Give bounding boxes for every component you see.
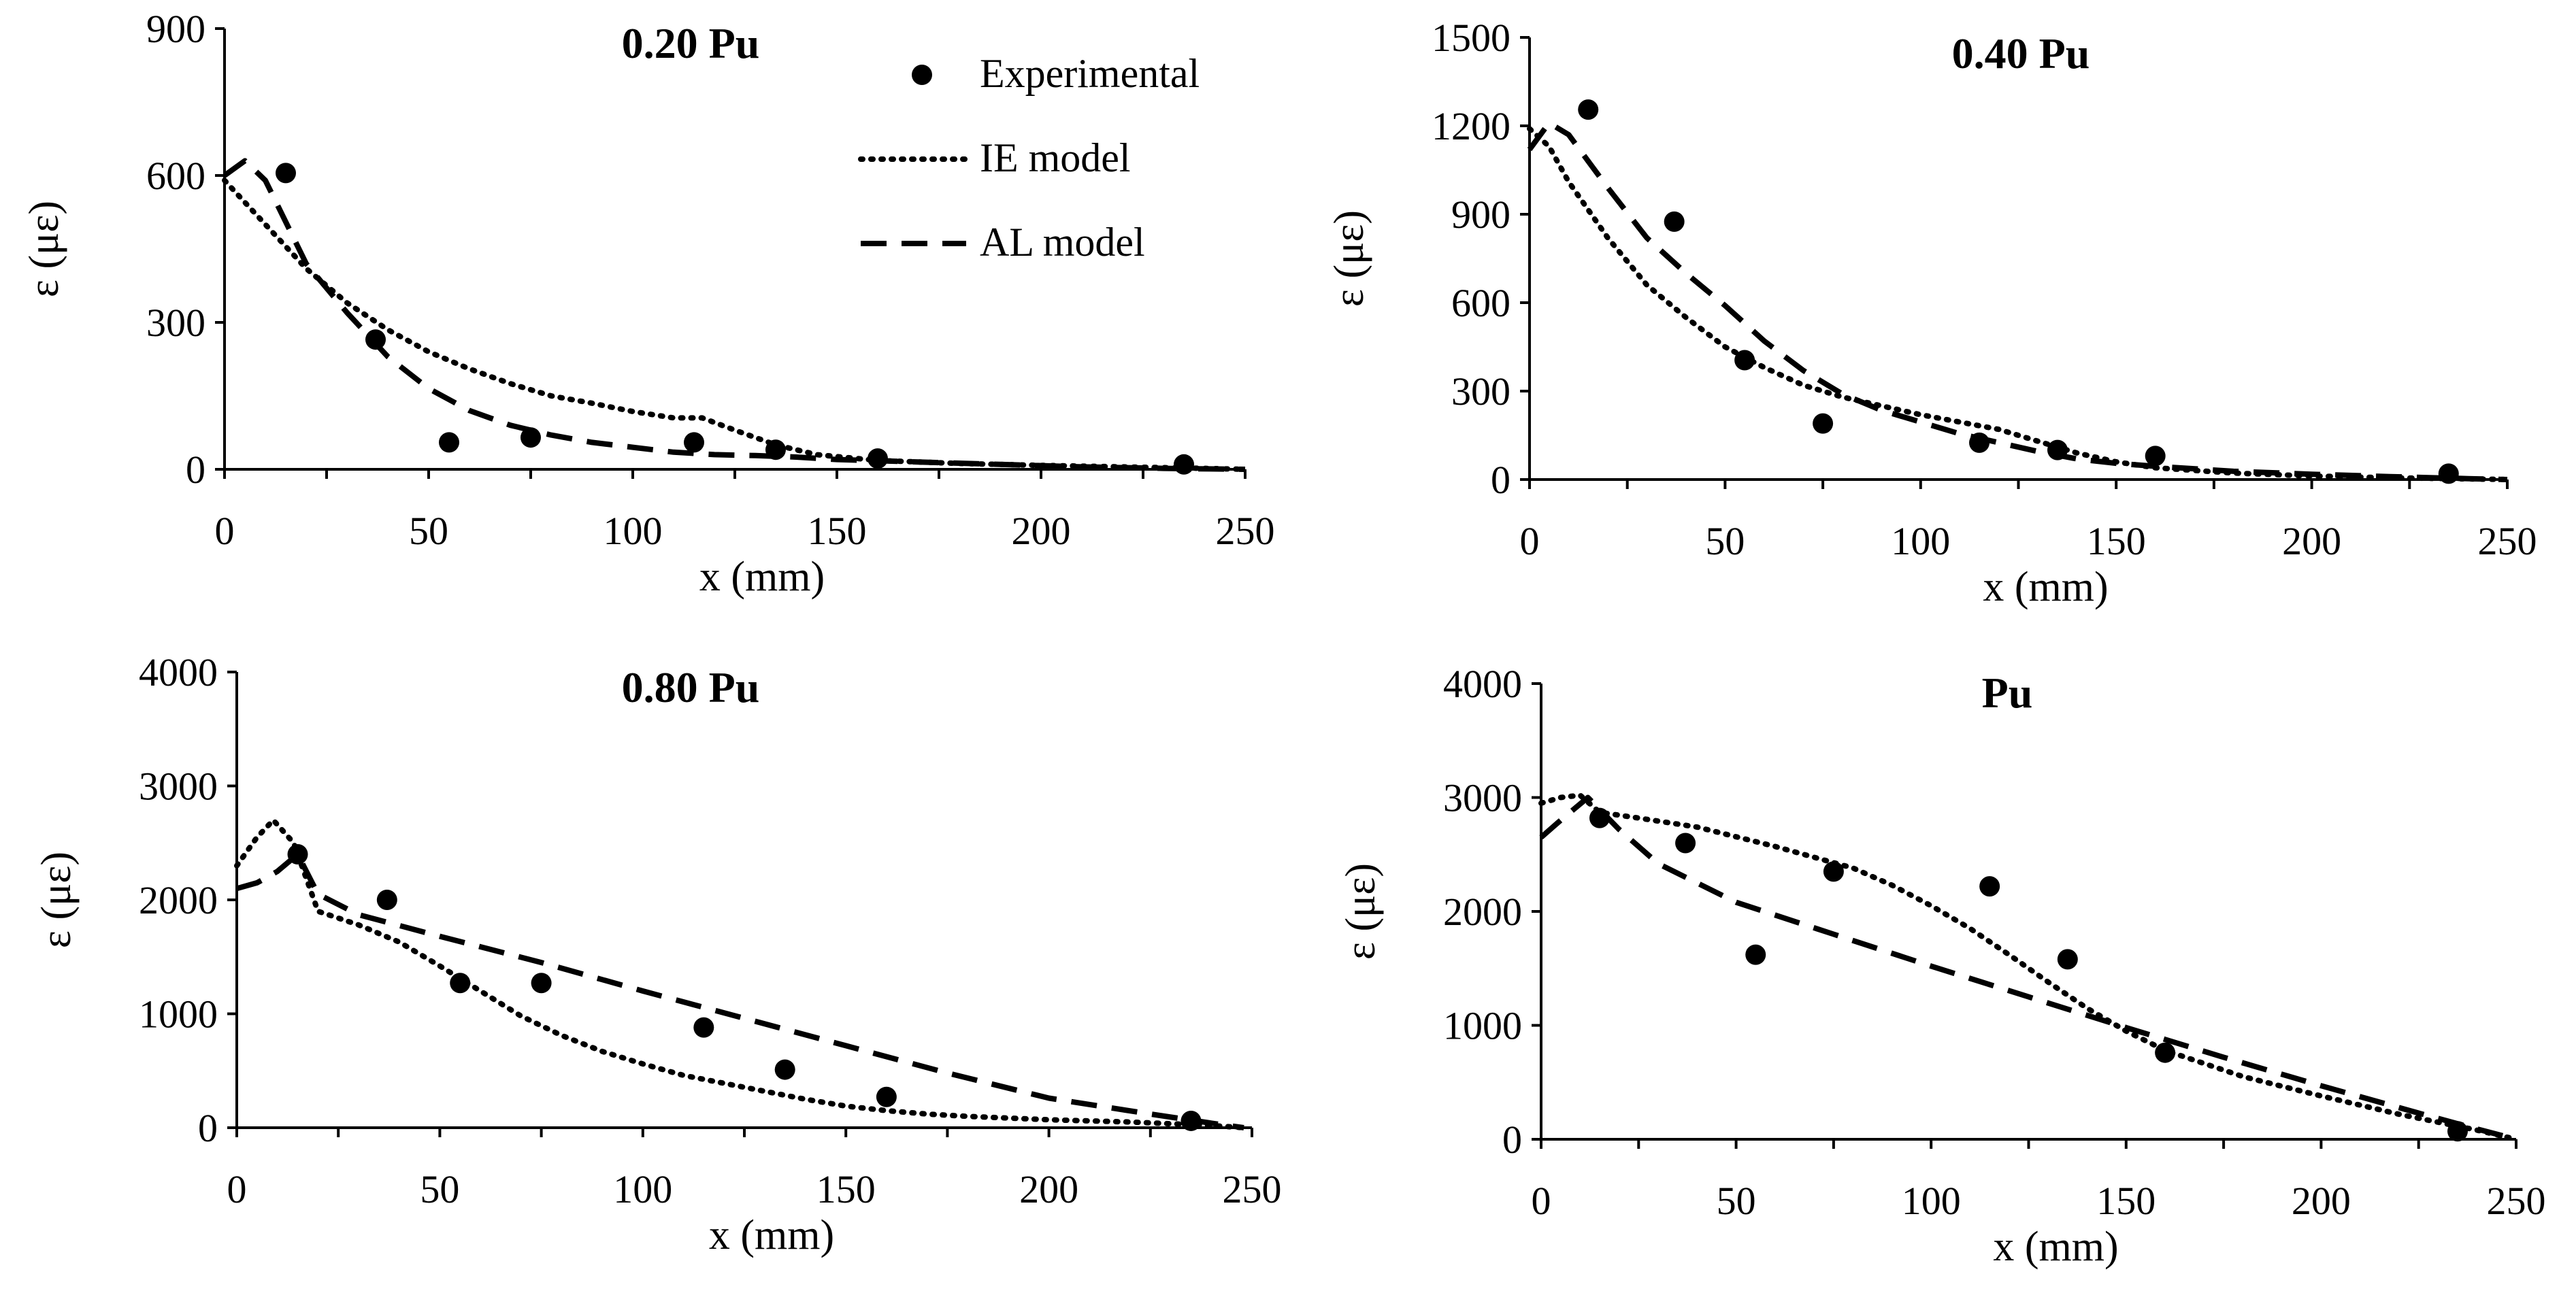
data-point	[1174, 454, 1194, 475]
y-tick-label: 600	[1451, 281, 1510, 325]
ie-model-line	[234, 817, 1247, 1130]
y-tick-label: 2000	[1443, 890, 1522, 934]
ie-model-line	[1538, 792, 2519, 1142]
chart-panel-2: 0 300 600 900 1200 1500 0 50 100 150 200 250 x (mm) ε…	[1326, 16, 2537, 610]
chart-title: 0.80 Pu	[622, 663, 760, 711]
y-tick-label: 600	[146, 154, 205, 198]
x-tick-label: 250	[2478, 519, 2537, 563]
x-tick-label: 150	[816, 1167, 876, 1211]
chart-panel-1: 0 300 600 900 0 50 100 150 200 250 x (mm) ε (με) 0.2…	[21, 7, 1275, 600]
x-tick-label: 200	[1019, 1167, 1078, 1211]
x-tick-label: 250	[1216, 509, 1275, 553]
y-tick-label: 1500	[1432, 16, 1510, 60]
x-tick-label: 150	[2096, 1179, 2156, 1223]
x-tick-label: 250	[2487, 1179, 2546, 1223]
y-tick-label: 3000	[139, 765, 218, 809]
x-tick-label: 50	[420, 1167, 459, 1211]
data-point	[1578, 99, 1599, 120]
x-tick-label: 100	[604, 509, 663, 553]
x-tick-label: 150	[808, 509, 867, 553]
legend: Experimental IE model AL model	[858, 51, 1200, 265]
x-tick-label: 0	[1532, 1179, 1551, 1223]
x-tick-label: 200	[2292, 1179, 2351, 1223]
y-tick-label: 0	[1502, 1118, 1522, 1162]
y-tick-label: 1000	[139, 992, 218, 1037]
y-tick-label: 4000	[139, 650, 218, 694]
y-tick-label: 300	[1451, 369, 1510, 414]
al-model-line	[1539, 794, 2517, 1142]
y-axis-label: ε (με)	[33, 852, 80, 948]
x-tick-label: 50	[409, 509, 448, 553]
data-point	[1734, 350, 1755, 371]
data-point	[684, 432, 704, 453]
x-tick-label: 100	[613, 1167, 672, 1211]
data-point	[376, 890, 397, 910]
data-point	[439, 432, 459, 453]
x-axis-label: x (mm)	[709, 1212, 834, 1258]
chart-panel-3: 0 1000 2000 3000 4000 0 50 100 150 200 250 x (mm) ε …	[33, 650, 1282, 1258]
x-tick-label: 0	[227, 1167, 247, 1211]
data-point	[876, 1086, 897, 1107]
y-tick-label: 2000	[139, 878, 218, 922]
data-point	[1664, 211, 1685, 232]
x-tick-label: 200	[1012, 509, 1071, 553]
chart-title: 0.40 Pu	[1952, 29, 2090, 78]
x-axis-label: x (mm)	[1983, 564, 2108, 610]
data-point	[693, 1017, 714, 1038]
data-point	[1675, 833, 1696, 854]
x-tick-label: 100	[1902, 1179, 1961, 1223]
x-tick-label: 50	[1705, 519, 1745, 563]
legend-entry-label: IE model	[980, 135, 1131, 180]
y-tick-label: 900	[1451, 192, 1510, 237]
data-point	[1823, 861, 1844, 882]
al-model-line	[222, 158, 1246, 472]
x-tick-label: 0	[1520, 519, 1540, 563]
data-point	[774, 1059, 795, 1080]
legend-entry-label: Experimental	[980, 51, 1200, 96]
x-tick-label: 0	[215, 509, 235, 553]
chart-title: Pu	[1982, 669, 2033, 717]
chart-title: 0.20 Pu	[622, 19, 760, 67]
y-tick-label: 3000	[1443, 776, 1522, 820]
ie-model-line	[1527, 126, 2510, 482]
y-tick-label: 4000	[1443, 662, 1522, 706]
x-tick-label: 50	[1717, 1179, 1756, 1223]
data-point	[276, 163, 296, 184]
y-axis-label: ε (με)	[1338, 863, 1384, 960]
data-point	[2057, 949, 2078, 970]
y-tick-label: 0	[186, 448, 205, 492]
y-tick-label: 1200	[1432, 104, 1510, 148]
y-tick-label: 0	[1491, 458, 1510, 502]
y-axis-label: ε (με)	[21, 201, 67, 297]
x-tick-label: 200	[2282, 519, 2341, 563]
data-point	[1979, 876, 2000, 897]
x-tick-label: 250	[1223, 1167, 1282, 1211]
chart-panel-4: 0 1000 2000 3000 4000 0 50 100 150 200 250 x (mm) ε …	[1338, 662, 2546, 1270]
legend-marker-experimental	[912, 65, 932, 85]
legend-entry-label: AL model	[980, 220, 1145, 265]
al-model-line	[1527, 120, 2508, 482]
data-point	[1813, 413, 1834, 434]
y-tick-label: 0	[198, 1106, 218, 1150]
x-tick-label: 150	[2087, 519, 2146, 563]
x-axis-label: x (mm)	[699, 554, 825, 600]
y-axis-label: ε (με)	[1326, 210, 1372, 307]
al-model-line	[235, 852, 1244, 1130]
y-tick-label: 300	[146, 301, 205, 345]
data-point	[1745, 944, 1766, 965]
data-point	[2145, 446, 2166, 467]
x-tick-label: 100	[1891, 519, 1950, 563]
x-axis-label: x (mm)	[1993, 1224, 2118, 1270]
data-point	[521, 427, 541, 448]
y-tick-label: 1000	[1443, 1004, 1522, 1048]
data-point	[531, 973, 552, 994]
y-tick-label: 900	[146, 7, 205, 51]
